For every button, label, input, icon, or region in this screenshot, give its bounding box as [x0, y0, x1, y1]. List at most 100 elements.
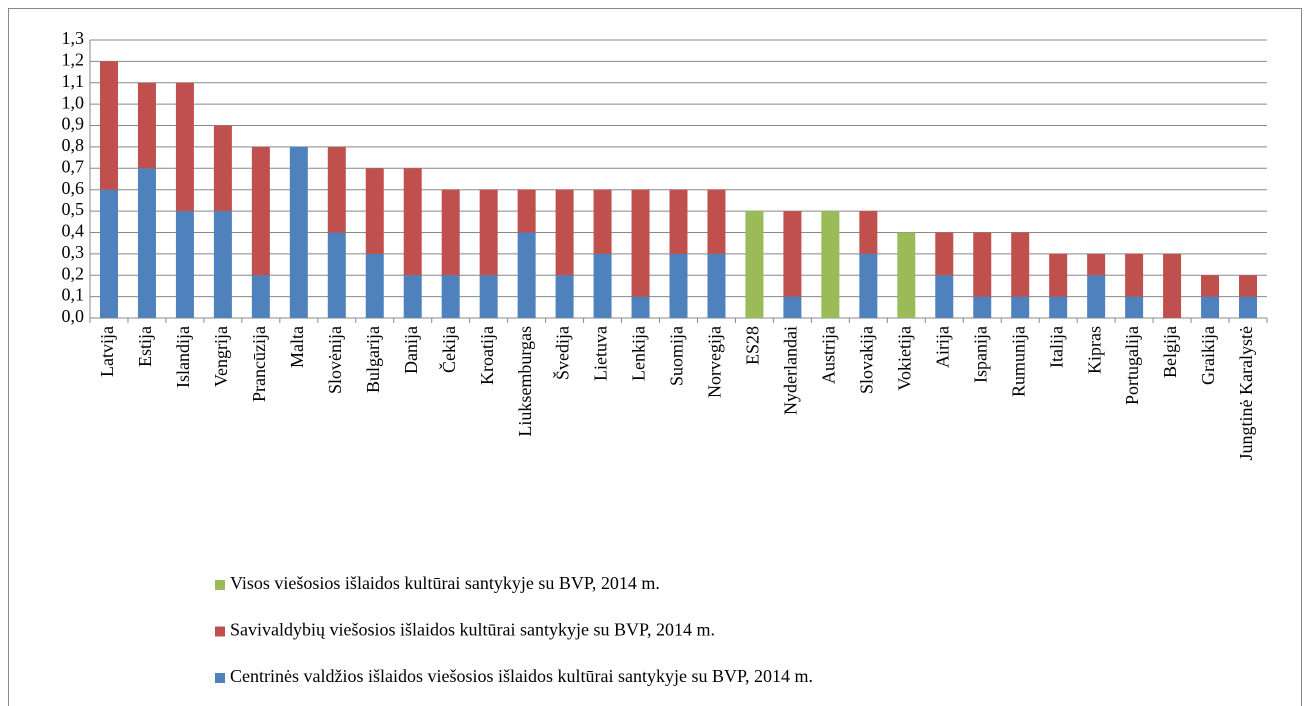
- x-tick-label: Islandija: [173, 326, 193, 388]
- legend-label: Savivaldybių viešosios išlaidos kultūrai…: [230, 620, 715, 640]
- bar-segment: [555, 275, 574, 318]
- bar-segment: [707, 253, 726, 318]
- bar-segment: [137, 82, 156, 169]
- chart-frame: [8, 8, 1302, 706]
- bar-segment: [251, 275, 270, 318]
- bar-segment: [1201, 275, 1220, 297]
- bar-segment: [213, 211, 232, 318]
- y-tick-label: 0,5: [62, 199, 85, 219]
- x-tick-label: Kroatija: [477, 326, 497, 385]
- y-tick-label: 1,3: [62, 28, 85, 48]
- bar-segment: [859, 253, 878, 318]
- x-tick-label: Belgija: [1160, 326, 1180, 378]
- x-tick-label: Ispanija: [970, 326, 990, 383]
- y-tick-label: 0,6: [62, 178, 85, 198]
- bar-segment: [441, 275, 460, 318]
- x-tick-label: Portugalija: [1122, 326, 1142, 405]
- bar-segment: [441, 189, 460, 276]
- x-tick-label: Rumunija: [1008, 326, 1028, 397]
- bar-segment: [669, 189, 688, 254]
- bar-segment: [175, 211, 194, 318]
- x-tick-label: Liuksemburgas: [515, 326, 535, 437]
- bar-segment: [859, 211, 878, 254]
- x-tick-label: Graikija: [1198, 326, 1218, 385]
- bar-segment: [783, 211, 802, 297]
- legend-swatch: [215, 626, 225, 637]
- bar-segment: [403, 275, 422, 318]
- bar-segment: [745, 211, 764, 318]
- bar-segment: [365, 168, 384, 254]
- bar-segment: [669, 253, 688, 318]
- bar-segment: [1125, 296, 1144, 318]
- x-tick-label: Suomija: [667, 326, 687, 386]
- x-tick-label: Prancūzija: [249, 326, 269, 402]
- bar-segment: [479, 275, 498, 318]
- y-tick-label: 0,4: [62, 221, 85, 241]
- y-tick-label: 1,1: [62, 71, 85, 91]
- y-tick-label: 1,0: [62, 92, 85, 112]
- bar-segment: [935, 275, 954, 318]
- bar-segment: [327, 232, 346, 318]
- bar-segment: [479, 189, 498, 276]
- bar-segment: [327, 146, 346, 233]
- y-tick-label: 0,9: [62, 114, 85, 134]
- bar-segment: [1049, 253, 1068, 297]
- bar-segment: [555, 189, 574, 276]
- y-tick-label: 0,3: [62, 242, 85, 262]
- y-tick-label: 1,2: [62, 50, 85, 70]
- y-tick-label: 0,7: [62, 156, 85, 176]
- bar-segment: [1087, 253, 1106, 276]
- bar-segment: [1125, 253, 1144, 297]
- bar-segment: [289, 146, 308, 318]
- legend-swatch: [215, 580, 225, 590]
- bar-segment: [973, 232, 992, 297]
- bar-segment: [935, 232, 954, 276]
- x-tick-label: Malta: [287, 326, 307, 368]
- bar-segment: [821, 211, 840, 318]
- bar-segment: [365, 253, 384, 318]
- bar-segment: [517, 189, 536, 233]
- bar-segment: [1049, 296, 1068, 318]
- x-tick-label: Italija: [1046, 326, 1066, 368]
- bar-segment: [175, 82, 194, 212]
- y-tick-label: 0,0: [62, 306, 85, 326]
- bar-segment: [403, 168, 422, 276]
- x-tick-label: Kipras: [1084, 326, 1104, 374]
- bar-segment: [99, 189, 118, 318]
- x-tick-label: Lenkija: [629, 326, 649, 381]
- bar-segment: [99, 61, 118, 190]
- y-tick-label: 0,1: [62, 285, 85, 305]
- x-tick-label: Latvija: [97, 326, 117, 377]
- x-tick-label: Norvegija: [705, 326, 725, 398]
- bar-segment: [251, 146, 270, 276]
- bar-segment: [593, 189, 612, 254]
- bar-segment: [213, 125, 232, 212]
- bar-segment: [137, 168, 156, 318]
- bar-segment: [1011, 232, 1030, 297]
- bar-segment: [783, 296, 802, 318]
- bar-segment: [1239, 275, 1258, 297]
- legend-swatch: [215, 673, 225, 683]
- x-tick-label: Lietuva: [591, 326, 611, 381]
- bar-segment: [593, 253, 612, 318]
- x-tick-label: Nyderlandai: [781, 326, 801, 415]
- x-tick-label: Slovėnija: [325, 326, 345, 394]
- legend-label: Centrinės valdžios išlaidos viešosios iš…: [230, 666, 813, 686]
- x-tick-label: Danija: [401, 326, 421, 374]
- x-tick-label: Slovakija: [856, 326, 876, 394]
- x-tick-label: Vokietija: [894, 326, 914, 391]
- bar-segment: [897, 232, 916, 318]
- legend-label: Visos viešosios išlaidos kultūrai santyk…: [230, 573, 660, 593]
- y-tick-label: 0,2: [62, 263, 85, 283]
- x-tick-label: Austrija: [818, 326, 838, 384]
- x-tick-label: ES28: [743, 326, 763, 365]
- x-tick-label: Vengrija: [211, 326, 231, 387]
- bar-segment: [1201, 296, 1220, 318]
- bar-segment: [707, 189, 726, 254]
- x-tick-label: Estija: [135, 326, 155, 367]
- bar-segment: [517, 232, 536, 318]
- bar-segment: [973, 296, 992, 318]
- x-tick-label: Jungtinė Karalystė: [1236, 326, 1256, 460]
- bar-segment: [1239, 296, 1258, 318]
